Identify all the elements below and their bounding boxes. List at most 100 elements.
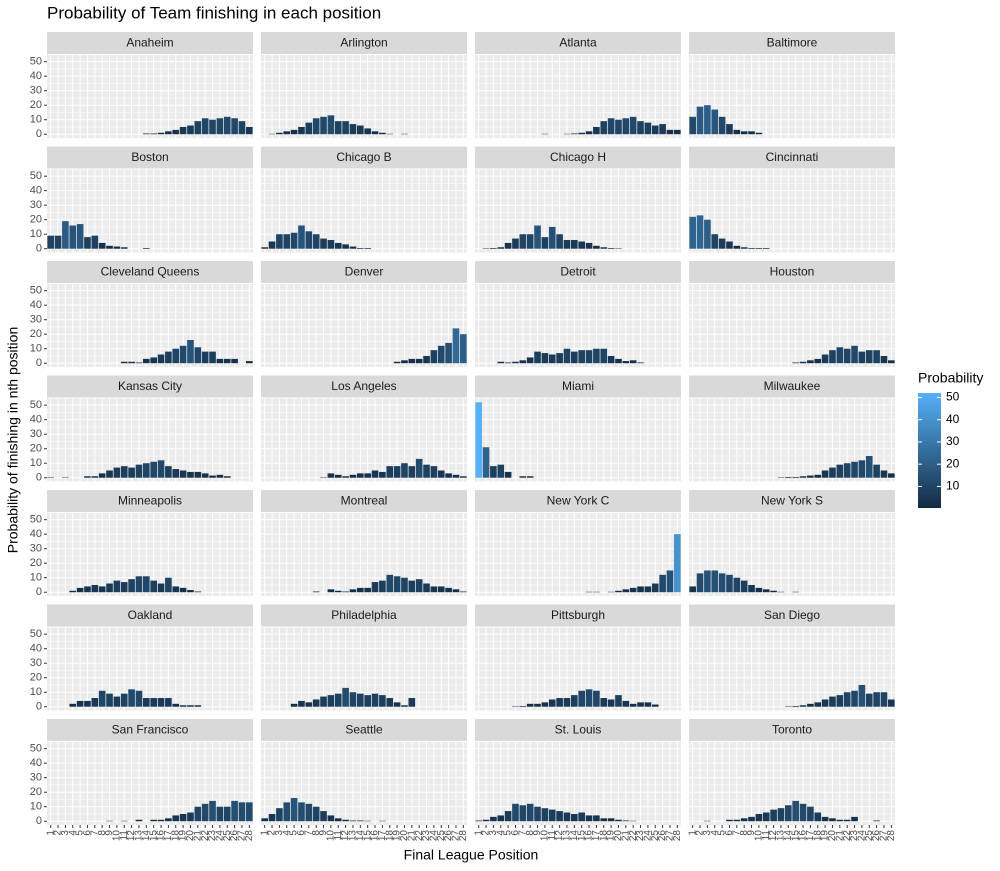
x-tick-label: 4	[67, 830, 78, 836]
bar	[637, 702, 644, 707]
bar	[726, 124, 733, 135]
bar	[807, 475, 814, 478]
y-tick-label: 40	[30, 643, 42, 655]
bar	[615, 819, 622, 822]
panel	[47, 513, 253, 596]
y-tick-label: 20	[30, 443, 42, 455]
bar	[157, 354, 165, 364]
bar	[386, 574, 394, 593]
bar	[799, 361, 807, 364]
bar	[829, 467, 836, 478]
bar	[349, 246, 357, 249]
x-tick-label: 14	[569, 830, 580, 842]
bar	[482, 819, 490, 822]
bar	[497, 815, 505, 822]
bar	[571, 695, 578, 707]
bar	[172, 469, 180, 478]
bar	[865, 455, 873, 478]
bar	[622, 700, 630, 707]
x-tick-label: 2	[481, 830, 492, 836]
bar	[150, 133, 157, 135]
x-tick-label: 24	[215, 830, 226, 842]
bar	[571, 351, 578, 364]
bar	[298, 126, 305, 135]
bar	[113, 580, 121, 593]
bar	[135, 464, 143, 478]
bar	[622, 361, 630, 364]
x-tick-label: 26	[443, 830, 454, 842]
bar	[504, 362, 512, 364]
strip-label: Cleveland Queens	[101, 265, 200, 279]
bar	[799, 476, 807, 478]
x-axis-title: Final League Position	[404, 847, 539, 863]
x-tick-label: 4	[495, 830, 506, 836]
bar	[238, 802, 246, 822]
bar	[423, 355, 430, 364]
bar	[357, 820, 364, 822]
bar	[585, 815, 593, 822]
bar	[622, 589, 630, 593]
y-tick-label: 30	[30, 428, 42, 440]
x-tick-label: 9	[104, 830, 115, 836]
bar	[873, 350, 880, 364]
x-tick-label: 5	[289, 830, 300, 836]
bar	[209, 119, 216, 135]
y-tick-label: 20	[30, 672, 42, 684]
bar	[371, 470, 379, 478]
bar	[290, 798, 298, 822]
bar	[98, 242, 106, 249]
bar	[437, 345, 445, 364]
bar	[54, 235, 62, 249]
bar	[526, 803, 534, 822]
bar	[593, 348, 600, 364]
strip	[689, 375, 895, 398]
legend-tick-label: 40	[946, 412, 960, 426]
bar	[179, 126, 187, 135]
bar	[578, 690, 585, 707]
bar	[541, 353, 549, 364]
bar	[209, 351, 216, 364]
strip-label: San Francisco	[112, 723, 189, 737]
bar	[526, 703, 534, 707]
strip-label: Chicago H	[550, 150, 606, 164]
bar	[843, 819, 851, 822]
bar	[98, 473, 106, 478]
bar	[615, 358, 622, 364]
x-tick-label: 7	[89, 830, 100, 836]
bar	[629, 116, 637, 135]
bar	[157, 819, 165, 822]
x-tick-label: 18	[170, 830, 181, 842]
y-tick-label: 40	[30, 299, 42, 311]
x-tick-label: 17	[163, 830, 174, 842]
bar	[629, 587, 637, 593]
panel	[689, 742, 895, 825]
x-tick-label: 20	[827, 830, 838, 842]
bar	[851, 690, 858, 707]
chart-title: Probability of Team finishing in each po…	[47, 3, 381, 22]
bar	[320, 696, 327, 707]
bar	[143, 698, 150, 707]
legend-tick-label: 10	[946, 479, 960, 493]
bar	[430, 350, 438, 364]
strip-label: San Diego	[764, 608, 820, 622]
bar	[393, 466, 401, 478]
bar	[393, 576, 401, 593]
bar	[194, 591, 202, 593]
bar	[179, 705, 187, 707]
bar	[172, 815, 180, 822]
y-tick-label: 30	[30, 314, 42, 326]
bar	[91, 584, 99, 593]
legend-tick-label: 20	[946, 456, 960, 470]
bar	[755, 132, 763, 135]
y-tick-label: 0	[36, 815, 42, 827]
y-tick-label: 50	[30, 170, 42, 182]
strip	[261, 261, 467, 283]
bar	[120, 247, 128, 249]
x-tick-label: 5	[503, 830, 514, 836]
bar	[179, 813, 187, 822]
x-tick-label: 21	[834, 830, 845, 842]
bar	[305, 702, 313, 707]
bar	[452, 328, 460, 364]
x-tick-label: 10	[326, 830, 337, 842]
bar	[482, 447, 490, 478]
